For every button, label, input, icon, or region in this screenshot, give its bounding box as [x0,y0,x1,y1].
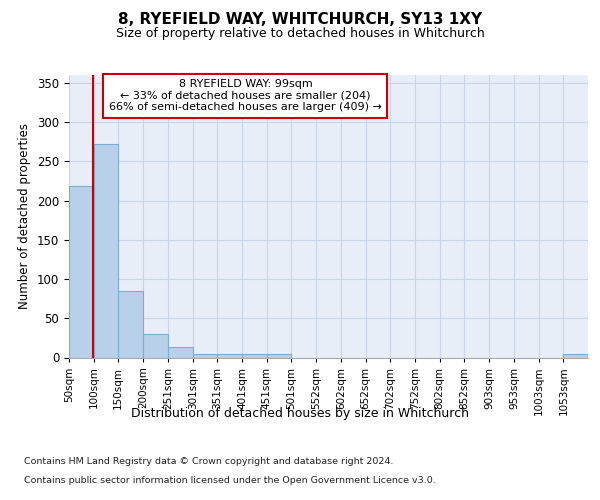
Bar [168,348,193,358]
Y-axis label: Number of detached properties: Number of detached properties [19,123,31,309]
Text: 8 RYEFIELD WAY: 99sqm
← 33% of detached houses are smaller (204)
66% of semi-det: 8 RYEFIELD WAY: 99sqm ← 33% of detached … [109,79,382,112]
Bar [563,354,588,358]
Bar [69,186,94,358]
Text: Contains public sector information licensed under the Open Government Licence v3: Contains public sector information licen… [24,476,436,485]
Text: 8, RYEFIELD WAY, WHITCHURCH, SY13 1XY: 8, RYEFIELD WAY, WHITCHURCH, SY13 1XY [118,12,482,28]
Bar [118,291,143,358]
Bar [266,354,291,358]
Text: Distribution of detached houses by size in Whitchurch: Distribution of detached houses by size … [131,408,469,420]
Bar [193,354,217,358]
Bar [94,144,118,358]
Bar [143,334,168,357]
Bar [217,354,242,358]
Text: Size of property relative to detached houses in Whitchurch: Size of property relative to detached ho… [116,28,484,40]
Bar [242,354,266,358]
Text: Contains HM Land Registry data © Crown copyright and database right 2024.: Contains HM Land Registry data © Crown c… [24,458,394,466]
